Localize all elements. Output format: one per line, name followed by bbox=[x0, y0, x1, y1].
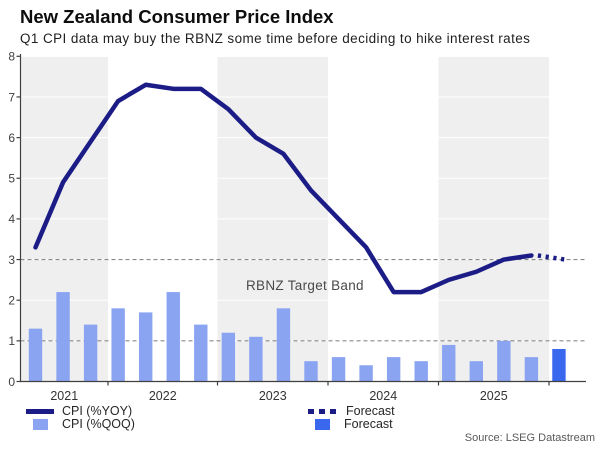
qoq-bar bbox=[359, 365, 373, 382]
qoq-bar bbox=[221, 332, 236, 382]
chart-subtitle: Q1 CPI data may buy the RBNZ some time b… bbox=[20, 31, 531, 46]
yoy-line bbox=[33, 82, 534, 295]
y-tick-label: 6 bbox=[8, 131, 15, 145]
legend-item-cpi-yoy: CPI (%YOY) bbox=[26, 404, 132, 418]
y-tick-label: 0 bbox=[8, 375, 15, 389]
y-tick-label: 7 bbox=[8, 90, 15, 104]
legend-label: Forecast bbox=[344, 417, 393, 431]
y-tick-label: 3 bbox=[8, 253, 15, 267]
qoq-bar bbox=[194, 324, 208, 382]
legend-item-line-forecast: Forecast bbox=[308, 404, 395, 418]
qoq-bar bbox=[497, 340, 511, 382]
qoq-bar bbox=[469, 361, 483, 382]
qoq-bar bbox=[414, 361, 428, 382]
qoq-bar bbox=[111, 308, 125, 382]
qoq-bar bbox=[524, 357, 539, 382]
legend-label: Forecast bbox=[346, 404, 395, 418]
legend-item-cpi-qoq: CPI (%QOQ) bbox=[26, 417, 135, 431]
qoq-bar bbox=[139, 312, 153, 382]
qoq-bar bbox=[276, 308, 291, 382]
qoq-bar bbox=[166, 292, 180, 382]
qoq-bar bbox=[386, 357, 401, 382]
x-year-label: 2021 bbox=[50, 389, 78, 403]
y-tick-label: 5 bbox=[8, 172, 15, 186]
page-title: New Zealand Consumer Price Index bbox=[20, 6, 334, 27]
navy-dotted-swatch-icon bbox=[308, 408, 338, 414]
qoq-bar bbox=[304, 361, 318, 382]
qoq-bar bbox=[442, 344, 456, 382]
target-band-annotation: RBNZ Target Band bbox=[246, 278, 364, 293]
x-year-label: 2025 bbox=[480, 389, 508, 403]
x-year-label: 2024 bbox=[369, 389, 397, 403]
qoq-bar bbox=[83, 324, 98, 382]
legend-label: CPI (%QOQ) bbox=[62, 417, 135, 431]
qoq-bar bbox=[331, 357, 346, 382]
y-tick-label: 1 bbox=[8, 334, 15, 348]
qoq-bar bbox=[28, 328, 43, 382]
y-tick-label: 2 bbox=[8, 294, 15, 308]
blue-square-swatch-icon bbox=[315, 418, 330, 430]
x-year-label: 2023 bbox=[259, 389, 287, 403]
source-note: Source: LSEG Datastream bbox=[464, 432, 595, 444]
x-year-label: 2022 bbox=[149, 389, 177, 403]
y-tick-label: 4 bbox=[8, 212, 15, 226]
qoq-forecast-bar bbox=[552, 348, 566, 382]
legend-item-bar-forecast: Forecast bbox=[308, 417, 393, 431]
qoq-bar bbox=[56, 292, 70, 382]
light-blue-square-swatch-icon bbox=[33, 418, 48, 430]
y-tick-label: 8 bbox=[8, 50, 15, 64]
navy-line-swatch-icon bbox=[26, 408, 54, 414]
qoq-bar bbox=[249, 336, 263, 382]
legend-label: CPI (%YOY) bbox=[62, 404, 133, 418]
